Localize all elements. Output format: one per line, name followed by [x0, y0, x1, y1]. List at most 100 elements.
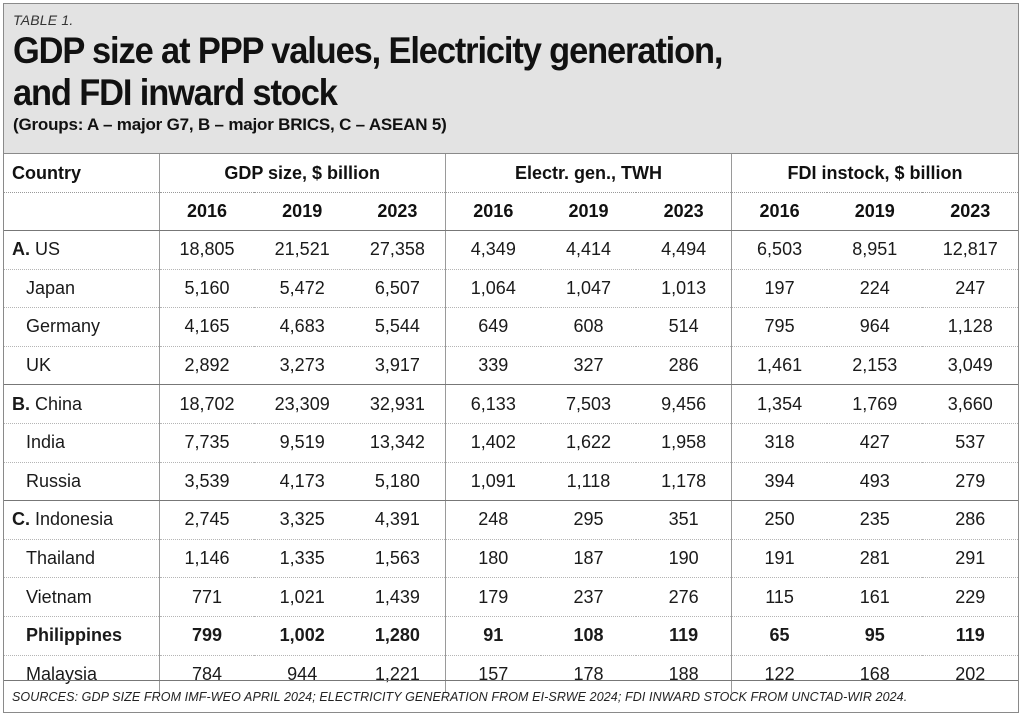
- fdi-group-header: FDI instock, $ billion: [731, 154, 1018, 193]
- value-cell: 248: [444, 500, 541, 540]
- table-row: C. Indonesia 2,745 3,325 4,391 248 295 351 250 2…: [4, 500, 1018, 540]
- table-row: Vietnam 771 1,021 1,439 179 237 276 115 161 229: [4, 577, 1018, 617]
- data-table: Country GDP size, $ billion Electr. gen.…: [4, 154, 1018, 694]
- value-cell: 608: [540, 307, 637, 347]
- value-cell: 6,507: [349, 269, 446, 309]
- year-header: 2023: [922, 192, 1018, 231]
- value-cell: 4,494: [636, 230, 732, 270]
- value-cell: 1,091: [444, 462, 541, 502]
- value-cell: 1,178: [636, 462, 732, 502]
- value-cell: 1,221: [374, 663, 420, 684]
- value-cell: 202: [955, 663, 986, 684]
- value-cell: 7,503: [540, 384, 637, 424]
- country-name: UK: [26, 355, 52, 376]
- value-cell: 4,391: [349, 500, 446, 540]
- country-name: US: [35, 239, 61, 260]
- country-name: Thailand: [26, 548, 96, 569]
- table-number-label: TABLE 1.: [13, 12, 74, 28]
- value-cell: 1,402: [444, 423, 541, 463]
- value-cell: 4,165: [158, 307, 255, 347]
- table-row: B. China 18,702 23,309 32,931 6,133 7,503 9,45…: [4, 384, 1018, 424]
- value-cell: 1,118: [540, 462, 637, 502]
- country-cell: Russia: [4, 462, 160, 502]
- value-cell: 1,354: [731, 384, 828, 424]
- value-cell: 23,309: [254, 384, 350, 424]
- value-cell: 187: [540, 539, 637, 579]
- value-cell: 3,539: [158, 462, 255, 502]
- value-cell: 4,173: [254, 462, 350, 502]
- value-cell: 4,349: [444, 230, 541, 270]
- value-cell: 6,503: [731, 230, 828, 270]
- value-cell: 1,622: [540, 423, 637, 463]
- value-cell: 1,064: [444, 269, 541, 309]
- table-row: UK 2,892 3,273 3,917 339 327 286 1,461 2,153 3,04…: [4, 346, 1018, 386]
- value-cell: 1,439: [349, 577, 446, 617]
- value-cell: 122: [731, 655, 828, 694]
- value-cell: 247: [922, 269, 1018, 309]
- group-letter: B.: [12, 393, 30, 414]
- value-cell: 3,660: [922, 384, 1018, 424]
- value-cell: 250: [731, 500, 828, 540]
- sources-footnote: SOURCES: GDP SIZE FROM IMF-WEO APRIL 202…: [4, 680, 1018, 704]
- value-cell: 3,049: [922, 346, 1018, 386]
- value-cell: 9,519: [254, 423, 350, 463]
- value-cell: 327: [540, 346, 637, 386]
- value-cell: 95: [827, 616, 923, 656]
- value-cell: 119: [636, 616, 732, 656]
- value-cell: 6,133: [444, 384, 541, 424]
- value-cell: 179: [444, 577, 541, 617]
- value-cell: 1,958: [636, 423, 732, 463]
- value-cell: 784: [158, 655, 255, 694]
- value-cell: 3,325: [254, 500, 350, 540]
- value-cell: 795: [731, 307, 828, 347]
- country-cell: Thailand: [4, 539, 160, 579]
- year-header: 2016: [158, 192, 255, 231]
- value-cell: 178: [573, 663, 604, 684]
- value-cell: 4,414: [540, 230, 637, 270]
- value-cell: 1,047: [540, 269, 637, 309]
- country-cell: UK: [4, 346, 160, 386]
- value-cell: 1,563: [349, 539, 446, 579]
- value-cell: 1,021: [254, 577, 350, 617]
- country-name: Russia: [26, 470, 82, 491]
- year-header: 2019: [254, 192, 350, 231]
- value-cell: 281: [827, 539, 923, 579]
- year-header: 2019: [827, 192, 923, 231]
- country-cell: B. China: [4, 384, 160, 424]
- value-cell: 5,160: [158, 269, 255, 309]
- value-cell: 279: [922, 462, 1018, 502]
- year-header: 2019: [540, 192, 637, 231]
- value-cell: 21,521: [254, 230, 350, 270]
- country-cell: India: [4, 423, 160, 463]
- value-cell: 1,335: [254, 539, 350, 579]
- value-cell: 1,013: [636, 269, 732, 309]
- year-header: 2023: [349, 192, 446, 231]
- country-name: Indonesia: [35, 509, 114, 530]
- year-header-row: 2016 2019 2023 2016 2019 2023 2016 2019 …: [4, 192, 1018, 231]
- value-cell: 493: [827, 462, 923, 502]
- value-cell: 32,931: [349, 384, 446, 424]
- value-cell: 771: [158, 577, 255, 617]
- value-cell: 168: [859, 663, 890, 684]
- value-cell: 188: [668, 663, 699, 684]
- table-title-line-1: GDP size at PPP values, Electricity gene…: [13, 30, 723, 71]
- value-cell: 115: [731, 577, 828, 617]
- value-cell: 286: [922, 500, 1018, 540]
- value-cell: 427: [827, 423, 923, 463]
- value-cell: 1,280: [349, 616, 446, 656]
- year-header: 2016: [731, 192, 828, 231]
- value-cell: 318: [731, 423, 828, 463]
- value-cell: 2,892: [158, 346, 255, 386]
- year-header-blank: [4, 192, 160, 231]
- table-row: Germany 4,165 4,683 5,544 649 608 514 795 964 1,1…: [4, 307, 1018, 347]
- value-cell: 18,805: [158, 230, 255, 270]
- value-cell: 2,153: [827, 346, 923, 386]
- value-cell: 224: [827, 269, 923, 309]
- value-cell: 291: [922, 539, 1018, 579]
- country-name: Japan: [26, 277, 76, 298]
- value-cell: 276: [636, 577, 732, 617]
- value-cell: 8,951: [827, 230, 923, 270]
- value-cell: 18,702: [158, 384, 255, 424]
- value-cell: 91: [444, 616, 541, 656]
- country-cell: Vietnam: [4, 577, 160, 617]
